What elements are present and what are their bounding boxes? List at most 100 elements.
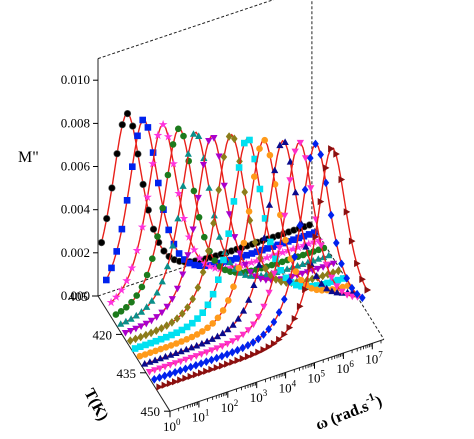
data-point bbox=[161, 352, 170, 360]
data-point bbox=[299, 251, 307, 259]
data-point bbox=[322, 164, 330, 172]
data-point bbox=[143, 303, 151, 310]
data-point bbox=[194, 283, 202, 292]
data-point bbox=[314, 235, 324, 245]
frequency-tick-label: 102 bbox=[221, 398, 239, 415]
data-point bbox=[203, 337, 211, 345]
data-point bbox=[205, 138, 213, 145]
data-point bbox=[194, 194, 202, 202]
data-point bbox=[166, 362, 174, 369]
data-point bbox=[233, 255, 240, 262]
data-point bbox=[177, 347, 185, 355]
data-point bbox=[117, 308, 125, 315]
data-point bbox=[239, 354, 247, 363]
data-point bbox=[218, 343, 226, 350]
data-point bbox=[156, 354, 164, 362]
frequency-tick-label: 104 bbox=[279, 378, 297, 395]
frequency-axis-label-sup: -1 bbox=[363, 391, 376, 405]
data-point bbox=[324, 279, 331, 287]
data-point bbox=[313, 286, 321, 294]
data-point bbox=[156, 365, 164, 373]
data-point bbox=[325, 251, 333, 259]
data-point bbox=[192, 371, 200, 379]
frequency-axis-label: ω (rad.s-1) bbox=[312, 389, 385, 434]
data-point bbox=[152, 347, 159, 355]
data-point bbox=[201, 233, 208, 241]
data-point bbox=[127, 315, 135, 322]
data-point bbox=[245, 208, 253, 215]
data-point bbox=[225, 230, 232, 237]
data-point bbox=[333, 150, 340, 158]
data-point bbox=[245, 296, 253, 303]
data-point bbox=[169, 241, 177, 249]
data-point bbox=[158, 324, 165, 333]
z-axis-label: M" bbox=[18, 149, 39, 166]
data-point bbox=[250, 350, 257, 359]
data-point bbox=[255, 313, 263, 321]
data-point bbox=[265, 324, 272, 334]
data-point bbox=[288, 244, 298, 253]
data-point bbox=[239, 331, 247, 339]
temperature-axis-line bbox=[97, 295, 171, 412]
data-point bbox=[113, 150, 121, 158]
data-point bbox=[298, 270, 306, 278]
data-point bbox=[322, 261, 330, 269]
data-point bbox=[205, 262, 215, 271]
data-point bbox=[189, 294, 196, 304]
data-point bbox=[315, 246, 323, 254]
data-point bbox=[131, 345, 139, 352]
data-point bbox=[192, 353, 200, 360]
data-point bbox=[122, 317, 130, 325]
data-point bbox=[187, 343, 196, 351]
data-point bbox=[208, 355, 215, 365]
z-axis-ticks: 0.000 0.002 0.004 0.006 0.008 0.010 bbox=[61, 72, 98, 303]
data-point bbox=[178, 338, 185, 345]
data-point bbox=[211, 257, 218, 264]
data-point bbox=[256, 185, 264, 193]
data-point bbox=[199, 328, 206, 335]
data-point bbox=[179, 213, 189, 223]
data-point bbox=[273, 249, 282, 258]
data-point bbox=[292, 268, 300, 275]
data-point bbox=[187, 372, 195, 381]
data-point bbox=[148, 297, 156, 304]
data-point bbox=[118, 121, 126, 129]
data-point bbox=[139, 116, 146, 124]
data-point bbox=[144, 124, 152, 131]
data-point bbox=[122, 276, 132, 285]
data-point bbox=[163, 303, 171, 311]
data-point bbox=[191, 261, 198, 269]
data-point bbox=[171, 368, 179, 377]
data-point bbox=[141, 351, 149, 358]
data-point bbox=[166, 369, 174, 379]
data-point bbox=[103, 215, 111, 223]
data-point bbox=[168, 318, 176, 327]
data-point bbox=[265, 343, 273, 351]
temperature-tick-label: 420 bbox=[93, 327, 113, 342]
data-point bbox=[167, 351, 175, 358]
data-point bbox=[153, 130, 163, 140]
data-point bbox=[182, 364, 189, 374]
data-point bbox=[317, 242, 325, 250]
data-point bbox=[137, 343, 144, 350]
data-point bbox=[262, 277, 270, 284]
data-point bbox=[262, 264, 269, 273]
data-point bbox=[304, 239, 314, 248]
data-point bbox=[348, 283, 356, 293]
data-point bbox=[249, 338, 257, 347]
data-point bbox=[244, 327, 252, 334]
z-tick-label: 0.004 bbox=[61, 202, 91, 217]
data-point bbox=[103, 276, 110, 284]
data-point bbox=[241, 187, 248, 197]
data-point bbox=[343, 274, 350, 283]
data-point bbox=[139, 180, 147, 188]
data-point bbox=[147, 339, 154, 347]
data-point bbox=[308, 285, 315, 292]
data-point bbox=[231, 134, 238, 144]
data-point bbox=[266, 151, 274, 159]
data-point bbox=[244, 352, 252, 361]
data-point bbox=[129, 163, 136, 170]
data-point bbox=[215, 276, 222, 283]
data-point bbox=[256, 145, 263, 152]
